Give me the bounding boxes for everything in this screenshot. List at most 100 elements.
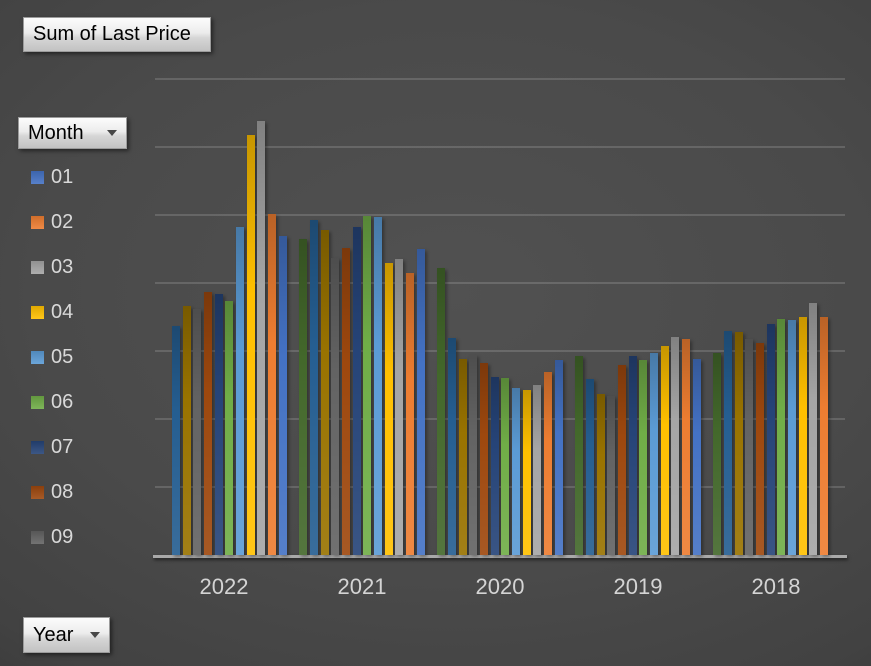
bar — [692, 359, 701, 555]
bar — [649, 353, 658, 555]
bar — [437, 268, 446, 555]
bar — [193, 309, 202, 555]
bar — [447, 338, 456, 555]
gridline — [155, 146, 845, 148]
gridline — [155, 418, 845, 420]
legend-item: 07 — [31, 436, 73, 458]
bar — [723, 331, 732, 555]
bar — [309, 220, 318, 555]
bar — [235, 227, 244, 555]
legend-swatch — [31, 395, 44, 409]
legend-label: 06 — [51, 390, 74, 413]
x-axis-label: 2021 — [337, 574, 387, 599]
bar — [416, 249, 425, 555]
bar — [575, 356, 584, 555]
bar — [617, 365, 626, 555]
bar — [533, 385, 542, 555]
bar — [341, 248, 350, 555]
bar — [246, 135, 255, 555]
bar — [681, 339, 690, 555]
bar — [755, 343, 764, 555]
gridline — [155, 486, 845, 488]
bar — [787, 320, 796, 555]
legend-item: 05 — [31, 346, 73, 368]
legend-item: 09 — [31, 526, 73, 548]
x-axis-label: 2022 — [199, 574, 249, 599]
legend-label: 05 — [51, 345, 74, 368]
gridline — [155, 78, 845, 80]
bar — [479, 363, 488, 555]
bar — [798, 317, 807, 555]
bar — [373, 217, 382, 555]
bar — [819, 317, 828, 555]
bar — [501, 378, 510, 555]
legend-item: 01 — [31, 166, 73, 188]
legend-item: 02 — [31, 211, 73, 233]
legend-item: 08 — [31, 481, 73, 503]
bar — [713, 353, 722, 555]
legend-swatch — [31, 260, 44, 274]
bar — [660, 346, 669, 555]
bar — [734, 332, 743, 555]
bar — [182, 306, 191, 555]
legend-swatch — [31, 440, 44, 454]
bar — [320, 230, 329, 555]
legend-item: 03 — [31, 256, 73, 278]
legend-swatch — [31, 530, 44, 544]
legend-swatch — [31, 215, 44, 229]
bar — [405, 273, 414, 555]
legend-label: 08 — [51, 480, 74, 503]
legend-swatch — [31, 170, 44, 184]
bar — [585, 379, 594, 555]
x-axis-line — [153, 555, 847, 558]
bar — [607, 396, 616, 555]
gridline — [155, 282, 845, 284]
legend-swatch — [31, 350, 44, 364]
legend-swatch — [31, 305, 44, 319]
gridline — [155, 214, 845, 216]
bar — [522, 390, 531, 555]
bar — [299, 239, 308, 555]
legend: 01 02 03 04 05 06 07 08 09 — [31, 166, 73, 571]
bar — [469, 355, 478, 555]
bar — [766, 324, 775, 555]
axis-field-label: Year — [33, 623, 74, 646]
legend-item: 06 — [31, 391, 73, 413]
bar — [171, 326, 180, 555]
bar — [745, 339, 754, 555]
legend-label: 02 — [51, 210, 74, 233]
gridline — [155, 350, 845, 352]
bar — [363, 216, 372, 555]
legend-label: 04 — [51, 300, 74, 323]
x-axis-label: 2020 — [475, 574, 525, 599]
legend-field-button[interactable]: Month — [18, 117, 127, 149]
bar — [257, 121, 266, 555]
bar — [384, 263, 393, 555]
bar — [596, 394, 605, 555]
bar — [628, 356, 637, 555]
bar — [809, 303, 818, 555]
bar — [511, 388, 520, 555]
bar — [225, 301, 234, 555]
bar — [352, 227, 361, 555]
bar — [395, 259, 404, 555]
x-axis-labels: 2022 2021 2020 2019 2018 — [155, 574, 845, 600]
chevron-down-icon[interactable] — [90, 632, 100, 638]
value-field-button[interactable]: Sum of Last Price — [23, 17, 211, 52]
legend-label: 03 — [51, 255, 74, 278]
x-axis-label: 2019 — [613, 574, 663, 599]
bar — [490, 377, 499, 555]
axis-field-button[interactable]: Year — [23, 617, 110, 653]
bar — [458, 359, 467, 555]
plot-area — [153, 60, 847, 558]
bar — [203, 292, 212, 555]
chevron-down-icon[interactable] — [107, 130, 117, 136]
value-field-label: Sum of Last Price — [33, 23, 191, 45]
legend-label: 01 — [51, 165, 74, 188]
bar — [278, 236, 287, 555]
legend-item: 04 — [31, 301, 73, 323]
bar — [331, 258, 340, 555]
bar — [671, 337, 680, 555]
legend-label: 09 — [51, 525, 74, 548]
